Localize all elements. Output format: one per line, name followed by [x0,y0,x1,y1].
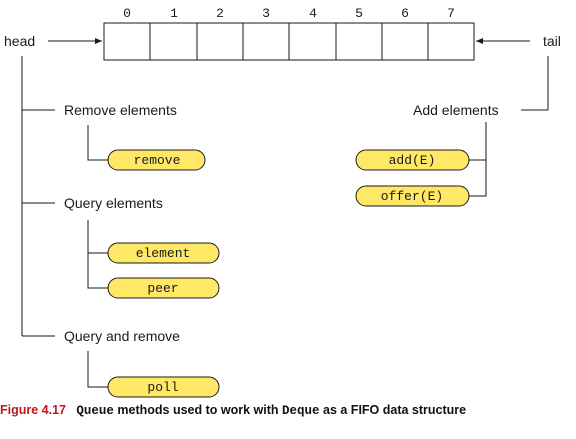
method-add: add(E) [355,149,470,171]
method-element: element [107,242,220,264]
method-connectors-head [87,125,108,388]
head-connector-tree [21,56,55,337]
array-index-5: 5 [355,6,363,21]
tail-label: tail [543,33,561,49]
array-index-2: 2 [216,6,224,21]
method-poll: poll [107,376,220,398]
method-poll-label: poll [147,380,178,395]
array-cell-6 [381,22,429,61]
method-add-label: add(E) [389,153,436,168]
method-offer: offer(E) [355,185,470,207]
array-cell-2 [196,22,244,61]
array-cell-5 [335,22,383,61]
method-peer-label: peer [147,281,178,296]
array-cell-0 [103,22,151,61]
method-remove: remove [107,149,206,171]
array-cell-1 [149,22,198,61]
caption-text-2: as a FIFO data structure [319,403,467,417]
array-cell-3 [242,22,290,61]
queue-deque-diagram: 0 1 2 3 4 5 6 7 head tail Remove element… [4,6,561,398]
group-label-query-and-remove: Query and remove [64,328,180,344]
method-element-label: element [136,246,191,261]
array-index-0: 0 [123,6,131,21]
array-cells [103,22,475,61]
group-label-add-elements: Add elements [413,102,499,118]
array-cell-7 [427,22,475,61]
array-index-1: 1 [170,6,178,21]
array-index-labels: 0 1 2 3 4 5 6 7 [123,6,455,21]
array-index-3: 3 [262,6,270,21]
array-index-6: 6 [401,6,409,21]
group-label-query-elements: Query elements [64,195,163,211]
tail-connector-tree [469,56,549,197]
array-index-4: 4 [309,6,317,21]
caption-text-1: methods used to work with [113,403,283,417]
head-label: head [4,33,35,49]
array-cell-4 [288,22,337,61]
method-remove-label: remove [134,153,181,168]
group-label-remove-elements: Remove elements [64,102,177,118]
method-peer: peer [107,277,220,299]
figure-caption: Figure 4.17 Queue methods used to work w… [0,403,576,427]
method-offer-label: offer(E) [381,189,443,204]
caption-code-queue: Queue [76,404,114,418]
array-index-7: 7 [447,6,455,21]
caption-code-deque: Deque [282,404,320,418]
figure-number: Figure 4.17 [0,403,66,417]
